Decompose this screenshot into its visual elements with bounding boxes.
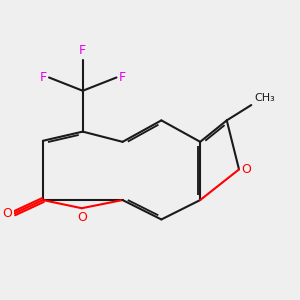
Text: F: F: [79, 44, 86, 57]
Text: O: O: [77, 211, 87, 224]
Text: F: F: [118, 71, 125, 84]
Text: O: O: [241, 163, 251, 176]
Text: F: F: [40, 71, 47, 84]
Text: CH₃: CH₃: [254, 93, 275, 103]
Text: O: O: [2, 207, 12, 220]
